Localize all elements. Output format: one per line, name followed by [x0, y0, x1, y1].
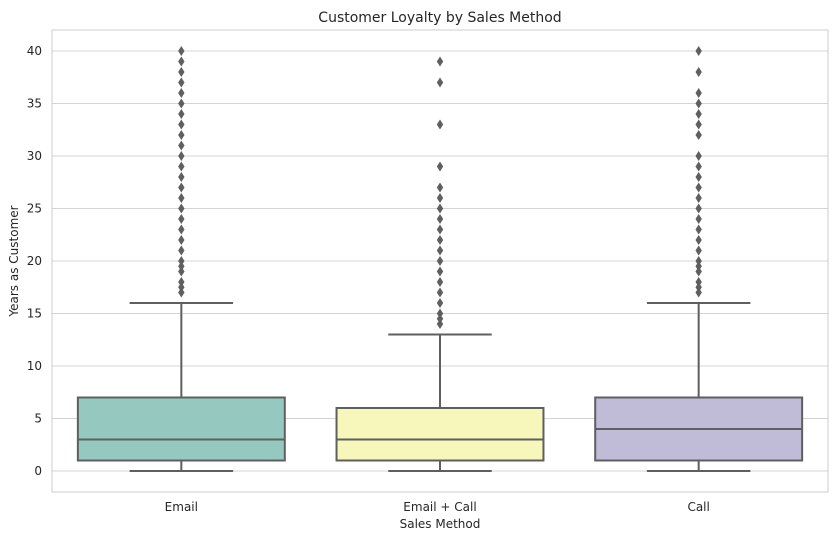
outlier-point [695, 203, 702, 214]
outlier-point [695, 256, 702, 266]
outlier-point [695, 282, 702, 293]
box-group-0 [76, 46, 286, 472]
outlier-point [178, 109, 185, 119]
outlier-point [178, 245, 185, 256]
outlier-point [436, 119, 444, 130]
chart-title: Customer Loyalty by Sales Method [318, 10, 561, 26]
outlier-point [436, 256, 444, 266]
outlier-point [695, 119, 702, 130]
outlier-point [436, 277, 444, 287]
outlier-point [178, 277, 185, 287]
outlier-point [178, 56, 185, 67]
outlier-point [436, 214, 444, 224]
outlier-point [436, 224, 444, 235]
x-tick-label: Email [165, 500, 198, 514]
x-axis-label: Sales Method [400, 517, 481, 531]
outlier-point [178, 193, 185, 203]
outlier-point [695, 224, 702, 235]
outlier-point [178, 214, 185, 224]
outlier-point [178, 67, 185, 77]
outlier-point [178, 46, 185, 56]
y-tick-labels: 0 5 10 15 20 25 30 35 40 [27, 44, 42, 478]
outlier-point [695, 172, 702, 182]
outlier-point [695, 287, 702, 298]
y-tick-label: 0 [34, 464, 42, 478]
y-axis-label: Years as Customer [7, 205, 21, 317]
outlier-point [695, 46, 702, 56]
y-tick-label: 10 [27, 359, 42, 373]
y-tick-label: 30 [27, 149, 42, 163]
outlier-point [695, 151, 702, 161]
outlier-point [178, 235, 185, 245]
outlier-point [695, 130, 702, 140]
outlier-point [178, 161, 185, 172]
outlier-point [695, 235, 702, 245]
x-tick-labels: Email Email + Call Call [165, 500, 710, 514]
outlier-point [178, 151, 185, 161]
outlier-point [178, 140, 185, 151]
outlier-point [436, 308, 444, 319]
y-tick-label: 20 [27, 254, 42, 268]
outlier-point [695, 109, 702, 119]
outlier-point [436, 313, 444, 324]
outlier-point [178, 261, 185, 272]
outlier-point [695, 193, 702, 203]
outlier-point [695, 161, 702, 172]
y-tick-label: 5 [34, 412, 42, 426]
outlier-point [695, 67, 702, 77]
outlier-point [436, 56, 444, 67]
outlier-point [695, 214, 702, 224]
y-tick-label: 40 [27, 44, 42, 58]
outlier-point [436, 203, 444, 214]
outlier-point [178, 172, 185, 182]
box-group-2 [594, 46, 804, 472]
outlier-point [695, 266, 702, 277]
outlier-point [436, 182, 444, 193]
outlier-point [436, 319, 444, 329]
box-group-1 [335, 56, 545, 472]
outlier-point [178, 287, 185, 298]
y-tick-label: 25 [27, 202, 42, 216]
outlier-point [695, 245, 702, 256]
outlier-point [178, 182, 185, 193]
outlier-point [436, 77, 444, 88]
outlier-point [178, 130, 185, 140]
outlier-point [695, 261, 702, 272]
y-tick-label: 35 [27, 97, 42, 111]
outlier-point [178, 98, 185, 109]
outlier-point [178, 88, 185, 98]
outlier-point [178, 282, 185, 293]
y-tick-label: 15 [27, 307, 42, 321]
box-iqr [76, 396, 286, 462]
outlier-point [178, 203, 185, 214]
x-tick-label: Email + Call [403, 500, 476, 514]
outlier-point [436, 266, 444, 277]
outlier-point [178, 119, 185, 130]
outlier-point [178, 77, 185, 88]
outlier-point [178, 266, 185, 277]
outlier-point [436, 235, 444, 245]
outlier-point [695, 182, 702, 193]
outlier-point [436, 298, 444, 308]
boxes [76, 46, 804, 472]
outlier-point [695, 277, 702, 287]
outlier-point [436, 193, 444, 203]
plot-frame [51, 29, 829, 493]
x-tick-label: Call [687, 500, 709, 514]
outlier-point [695, 98, 702, 109]
outlier-point [436, 161, 444, 172]
outlier-point [695, 88, 702, 98]
outlier-point [178, 256, 185, 266]
outlier-point [436, 245, 444, 256]
outlier-point [436, 287, 444, 298]
box-iqr [335, 407, 545, 462]
outlier-point [178, 224, 185, 235]
